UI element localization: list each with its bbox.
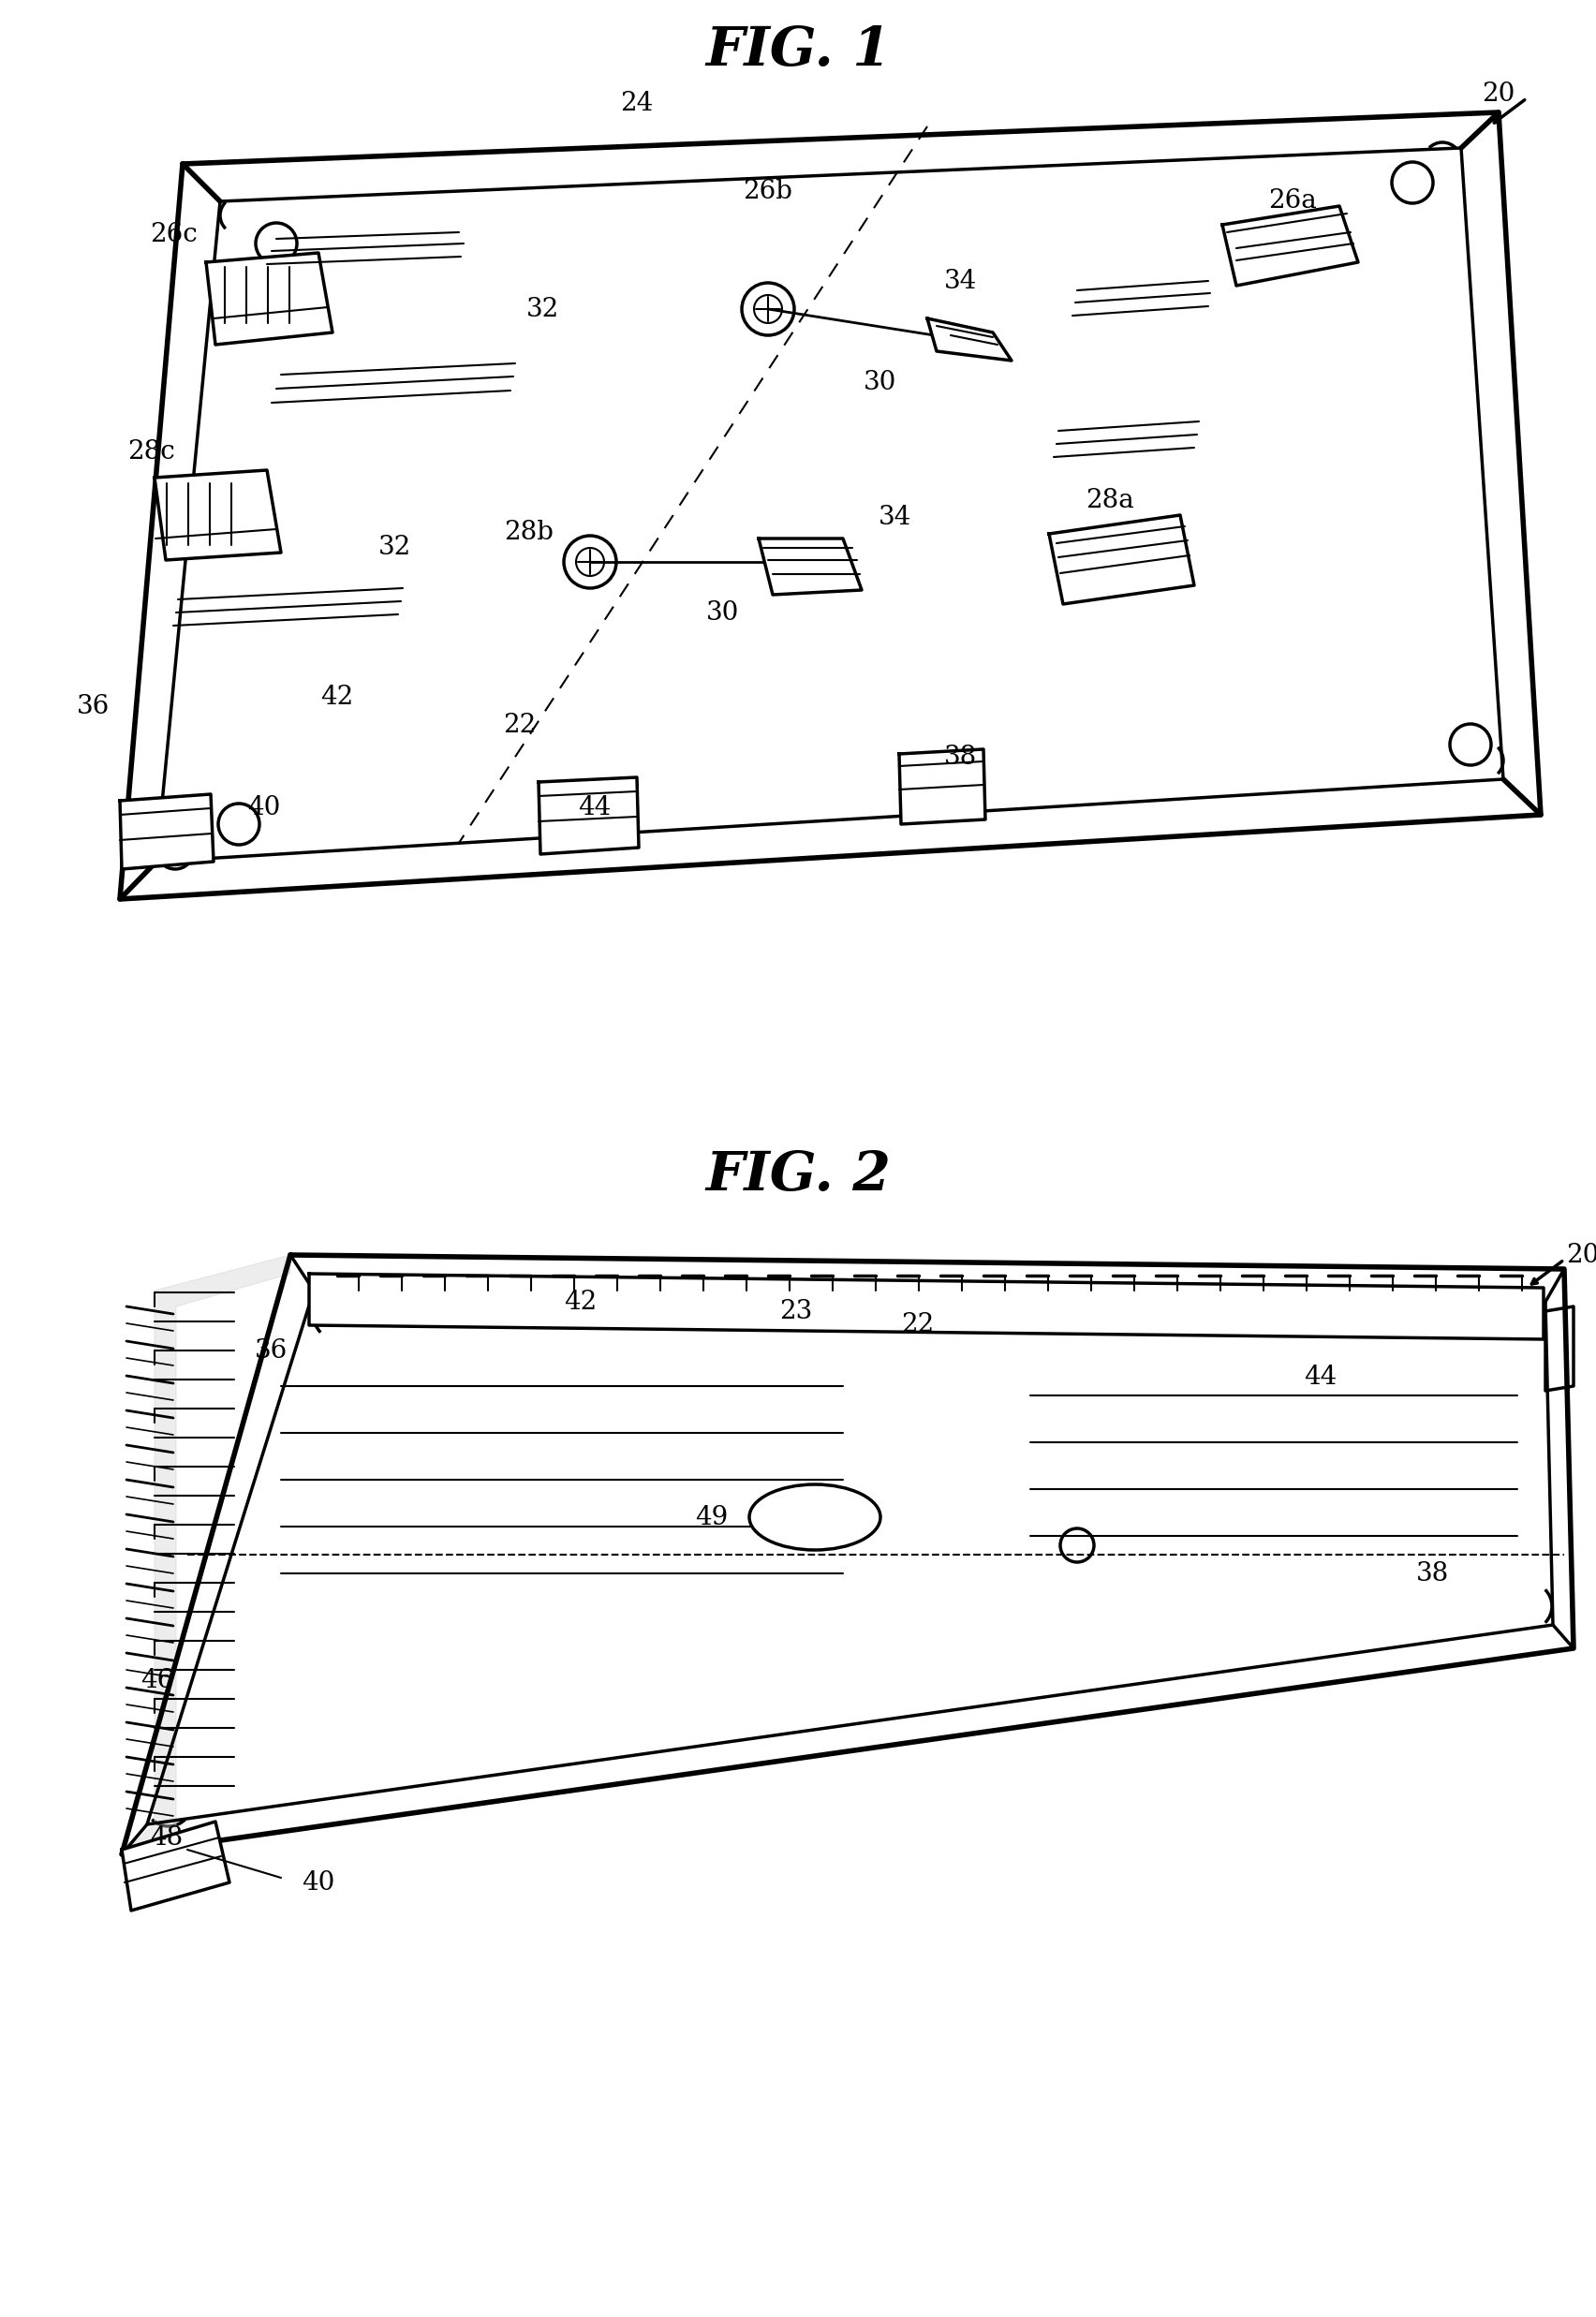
Text: 34: 34 (878, 505, 911, 531)
Text: 28b: 28b (504, 519, 554, 544)
Text: 32: 32 (378, 535, 412, 561)
Text: 48: 48 (150, 1826, 184, 1851)
Polygon shape (927, 317, 1012, 361)
Polygon shape (758, 538, 862, 595)
Text: 38: 38 (943, 744, 977, 769)
Ellipse shape (749, 1485, 881, 1550)
Polygon shape (1223, 206, 1358, 285)
Text: 40: 40 (247, 795, 281, 820)
Polygon shape (538, 776, 638, 855)
Text: 22: 22 (902, 1311, 934, 1337)
Text: 20: 20 (1483, 81, 1515, 107)
Polygon shape (310, 1274, 1543, 1339)
Text: 30: 30 (707, 600, 739, 626)
Text: 30: 30 (863, 368, 897, 394)
Text: 24: 24 (621, 90, 653, 116)
Text: 44: 44 (1304, 1365, 1337, 1390)
Text: 44: 44 (578, 795, 611, 820)
Circle shape (563, 535, 616, 589)
Text: 36: 36 (77, 695, 110, 721)
Polygon shape (121, 1256, 290, 1863)
Text: 46: 46 (140, 1668, 174, 1694)
Text: FIG. 2: FIG. 2 (705, 1149, 891, 1203)
Text: 40: 40 (302, 1870, 335, 1895)
Text: 38: 38 (1417, 1562, 1449, 1587)
Polygon shape (1049, 514, 1194, 605)
Polygon shape (121, 1821, 230, 1912)
Text: 42: 42 (565, 1288, 597, 1314)
Text: 26c: 26c (150, 222, 196, 248)
Polygon shape (120, 795, 214, 869)
Text: 23: 23 (779, 1298, 812, 1323)
Text: 49: 49 (696, 1504, 728, 1529)
Text: 34: 34 (943, 269, 977, 294)
Text: 28c: 28c (128, 438, 176, 463)
Text: 20: 20 (1566, 1242, 1596, 1267)
Text: 26a: 26a (1269, 188, 1317, 213)
Text: 32: 32 (527, 297, 560, 322)
Text: FIG. 1: FIG. 1 (705, 23, 891, 76)
Text: 36: 36 (255, 1337, 289, 1362)
Text: 22: 22 (503, 714, 536, 739)
Polygon shape (155, 470, 281, 561)
Text: 42: 42 (321, 686, 354, 711)
Circle shape (742, 283, 795, 336)
Polygon shape (899, 748, 985, 825)
Text: 28a: 28a (1085, 489, 1135, 514)
Text: 26b: 26b (744, 178, 793, 204)
Polygon shape (206, 253, 332, 345)
